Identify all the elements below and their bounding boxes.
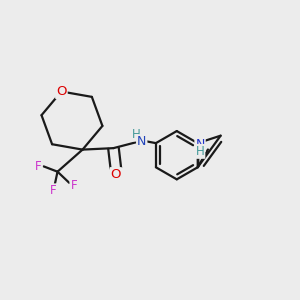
Text: N: N [195, 138, 205, 151]
Text: F: F [35, 160, 42, 173]
Text: F: F [70, 179, 77, 192]
Text: O: O [111, 168, 121, 181]
Text: N: N [137, 135, 146, 148]
Text: O: O [56, 85, 67, 98]
Text: H: H [196, 145, 204, 158]
Text: H: H [132, 128, 140, 140]
Text: F: F [50, 184, 56, 197]
